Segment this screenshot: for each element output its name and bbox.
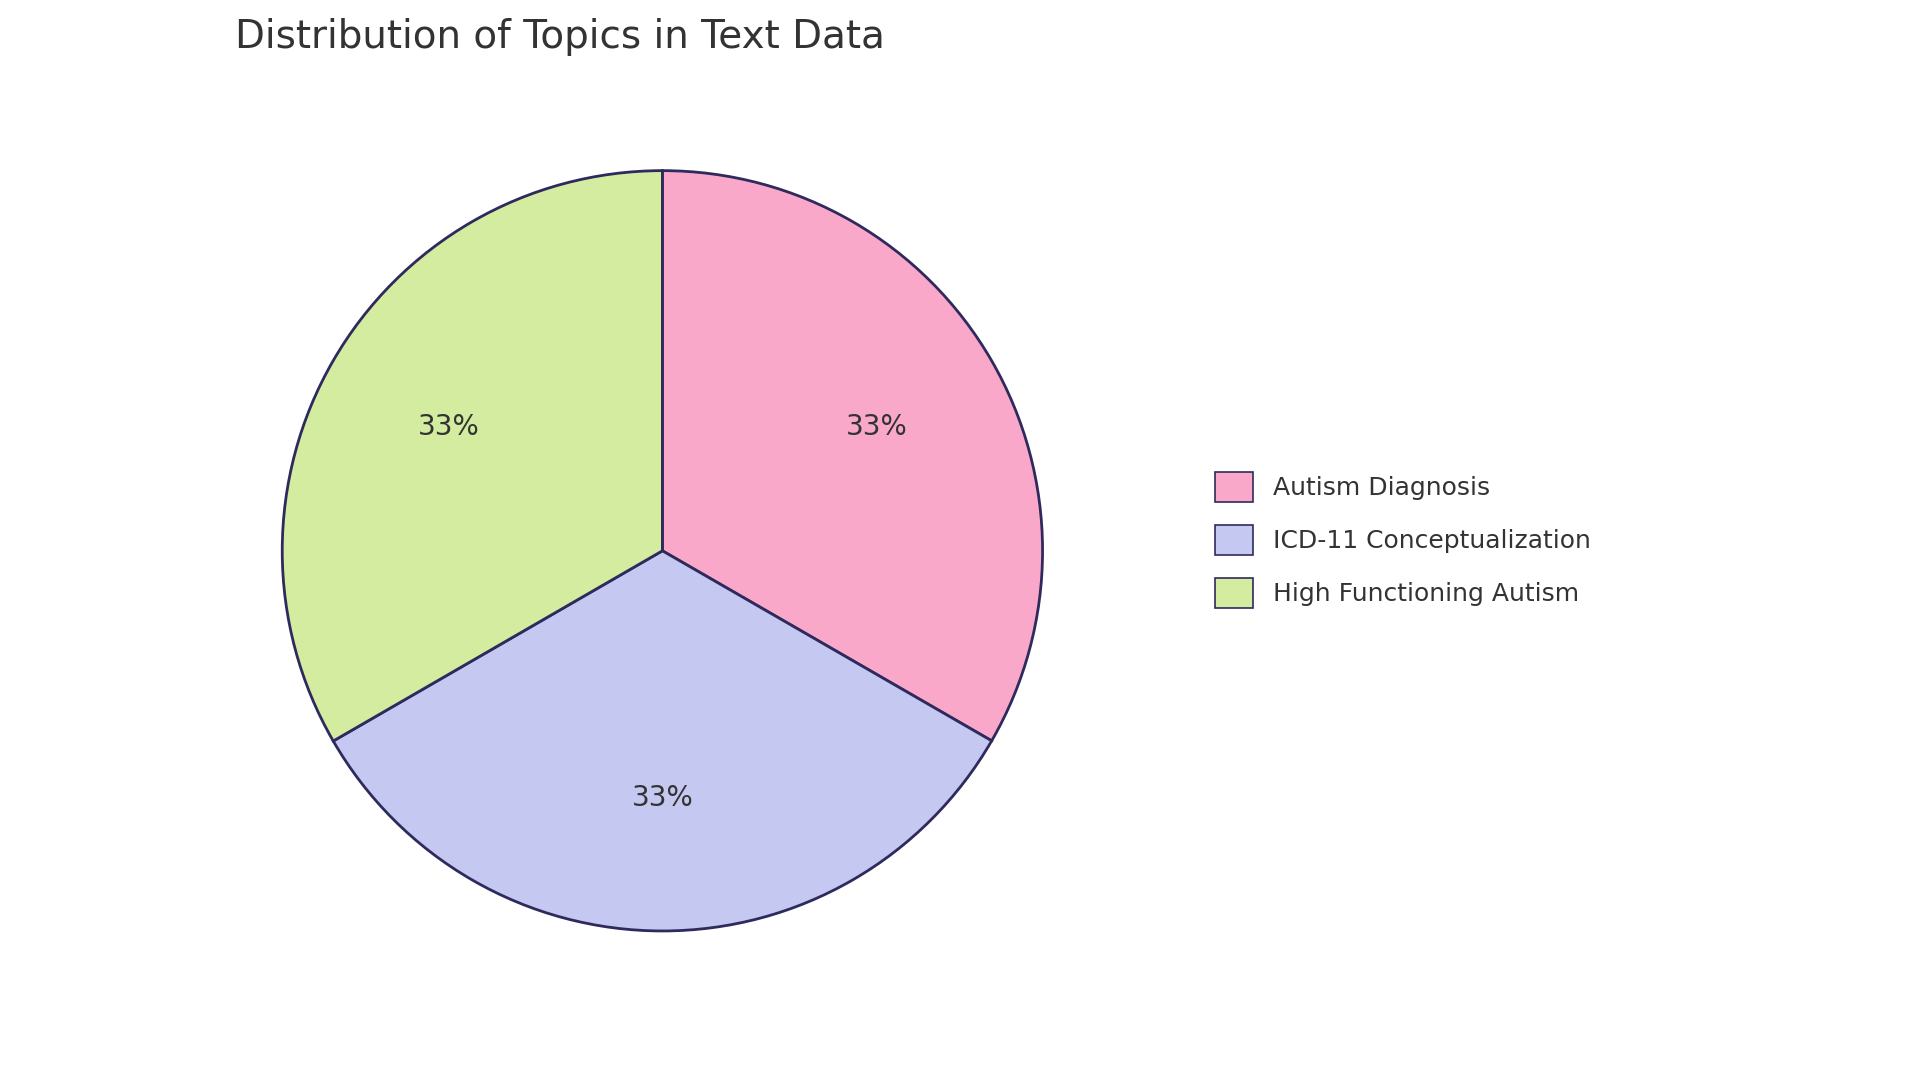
Text: 33%: 33% [845, 414, 908, 442]
Wedge shape [334, 551, 991, 931]
Wedge shape [282, 171, 662, 741]
Text: Distribution of Topics in Text Data: Distribution of Topics in Text Data [234, 18, 885, 56]
Text: 33%: 33% [417, 414, 480, 442]
Wedge shape [662, 171, 1043, 741]
Text: 33%: 33% [632, 784, 693, 812]
Legend: Autism Diagnosis, ICD-11 Conceptualization, High Functioning Autism: Autism Diagnosis, ICD-11 Conceptualizati… [1204, 459, 1603, 621]
